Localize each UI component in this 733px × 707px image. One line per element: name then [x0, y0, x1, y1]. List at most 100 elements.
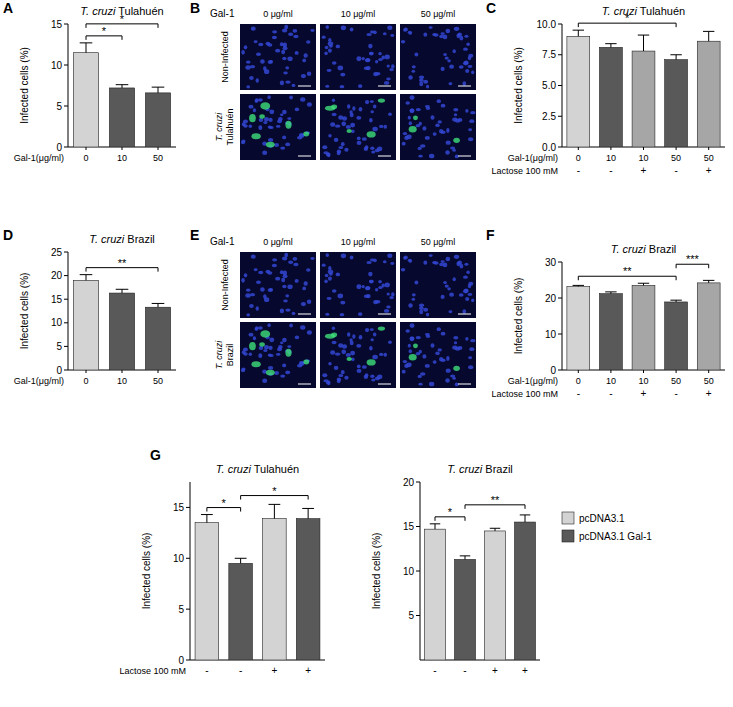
- error-cap: [152, 87, 165, 88]
- nucleus: [404, 27, 408, 31]
- error-stem: [86, 43, 87, 53]
- nucleus: [468, 65, 473, 68]
- nucleus: [401, 40, 405, 44]
- nucleus: [459, 293, 464, 297]
- nucleus: [370, 374, 374, 378]
- nucleus: [327, 69, 332, 72]
- nucleus: [341, 25, 346, 30]
- nucleus: [468, 356, 472, 359]
- nucleus: [470, 111, 475, 114]
- nucleus: [310, 257, 314, 260]
- x-tick: [158, 147, 159, 150]
- column-label: 10 μg/ml: [341, 237, 376, 247]
- error-cap: [490, 528, 501, 529]
- nucleus: [280, 147, 285, 150]
- error-bar: [490, 528, 501, 531]
- nucleus: [454, 255, 459, 259]
- nucleus: [263, 349, 267, 352]
- y-tick-label: 0: [178, 655, 184, 666]
- nucleus: [304, 281, 308, 285]
- plain-part: Tulahuén: [225, 108, 235, 145]
- x-tick: [676, 370, 677, 373]
- row-value: -: [674, 165, 677, 176]
- nucleus: [468, 282, 473, 286]
- plain-part: Brazil: [225, 344, 235, 367]
- x-axis-label: Gal-1(μg/ml): [14, 376, 64, 386]
- nucleus: [409, 349, 412, 353]
- error-cap: [638, 283, 649, 284]
- x-tick: [86, 370, 87, 373]
- y-tick: [64, 252, 68, 253]
- y-tick-label: 10: [51, 317, 63, 328]
- nucleus: [438, 120, 442, 123]
- italic-part: T. cruzi: [447, 463, 483, 475]
- nucleus: [429, 26, 433, 29]
- y-tick: [64, 299, 68, 300]
- y-tick-label: 5: [178, 604, 184, 615]
- nucleus: [272, 264, 277, 267]
- nucleus: [370, 328, 374, 331]
- x-tick-label: 50: [704, 376, 714, 386]
- error-cap: [638, 35, 649, 36]
- x-tick: [676, 147, 677, 150]
- nucleus: [260, 287, 265, 292]
- bar: [697, 41, 720, 147]
- nucleus: [281, 50, 285, 54]
- error-stem: [578, 30, 579, 36]
- nucleus: [269, 354, 274, 357]
- nucleus: [465, 109, 468, 113]
- nucleus: [391, 292, 395, 296]
- nucleus: [264, 345, 269, 350]
- error-bar: [638, 283, 649, 285]
- y-axis-label: Infected cells (%): [19, 47, 30, 124]
- nucleus: [464, 60, 469, 64]
- parasite: [266, 142, 275, 148]
- nucleus: [410, 323, 415, 328]
- y-axis-label: Infected cells (%): [513, 47, 524, 124]
- error-stem: [86, 275, 87, 281]
- nucleus: [350, 255, 354, 259]
- nucleus: [466, 43, 470, 46]
- nucleus: [426, 85, 429, 89]
- nucleus: [386, 78, 391, 81]
- nucleus: [324, 279, 327, 283]
- micrograph-bg: [400, 252, 476, 318]
- plot-area: [567, 280, 720, 370]
- parasite: [409, 354, 417, 360]
- nucleus: [416, 336, 421, 339]
- y-axis-line: [190, 482, 191, 660]
- nucleus: [445, 378, 449, 383]
- row-label: Non-Infected: [220, 31, 230, 83]
- nucleus: [462, 309, 466, 314]
- plain-part: Brazil: [646, 243, 677, 255]
- nucleus: [441, 32, 445, 35]
- x-axis-label: Gal-1(μg/ml): [508, 376, 558, 386]
- x-tick: [610, 147, 611, 150]
- nucleus: [274, 371, 279, 375]
- nucleus: [332, 341, 337, 345]
- nucleus: [249, 76, 254, 80]
- nucleus: [419, 350, 422, 354]
- error-stem: [643, 35, 644, 51]
- nucleus: [441, 104, 446, 108]
- micrograph: [320, 94, 396, 160]
- nucleus: [280, 309, 284, 314]
- error-stem: [274, 504, 275, 518]
- nucleus: [241, 50, 244, 55]
- nucleus: [325, 46, 329, 50]
- nucleus: [441, 260, 445, 263]
- nucleus: [369, 346, 372, 350]
- significance-label: **: [118, 257, 127, 269]
- nucleus: [458, 346, 463, 350]
- nucleus: [373, 300, 378, 304]
- y-tick: [416, 482, 420, 483]
- nucleus: [325, 274, 329, 278]
- nucleus: [469, 347, 474, 351]
- nucleus: [245, 65, 250, 69]
- nucleus: [445, 284, 449, 287]
- nucleus: [272, 36, 277, 39]
- nucleus: [248, 333, 253, 337]
- nucleus: [423, 308, 428, 312]
- x-tick: [643, 147, 644, 150]
- column-label: 10 μg/ml: [341, 9, 376, 19]
